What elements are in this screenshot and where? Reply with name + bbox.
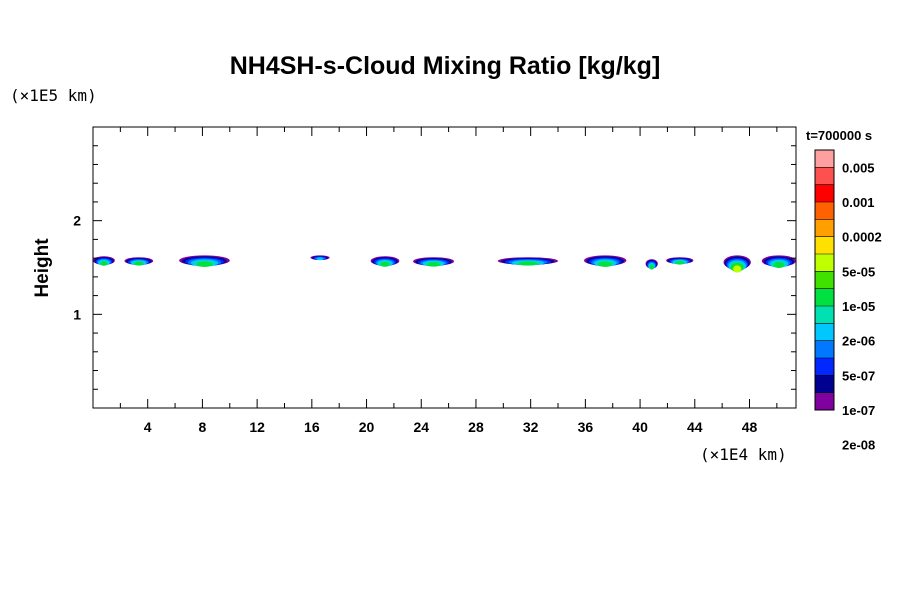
- x-tick-label: 48: [742, 419, 758, 435]
- colorbar-swatch: [815, 340, 834, 358]
- x-tick-label: 40: [632, 419, 648, 435]
- cloud-patch: [310, 255, 330, 261]
- colorbar-swatch: [815, 288, 834, 306]
- colorbar-swatch: [815, 375, 834, 393]
- colorbar-label: 1e-07: [842, 403, 875, 418]
- colorbar-swatch: [815, 202, 834, 220]
- colorbar-swatch: [815, 254, 834, 272]
- colorbar-swatch: [815, 271, 834, 289]
- contour-band: [733, 265, 742, 273]
- cloud-patch: [761, 255, 796, 268]
- cloud-patch: [370, 256, 400, 267]
- cloud-patch: [584, 255, 627, 267]
- contour-band: [649, 264, 654, 270]
- x-tick-label: 16: [304, 419, 320, 435]
- x-tick-label: 4: [144, 419, 152, 435]
- y-tick-label: 1: [73, 306, 81, 322]
- contour-band: [100, 261, 108, 266]
- colorbar-label: 5e-07: [842, 368, 875, 383]
- time-label: t=700000 s: [806, 128, 872, 143]
- colorbar: 0.005 0.001 0.0002 5e-05 1e-05 2e-06 5e-07 1e-0…: [814, 149, 882, 453]
- cloud-patch: [179, 255, 230, 267]
- chart-title: NH4SH-s-Cloud Mixing Ratio [kg/kg]: [230, 52, 661, 80]
- colorbar-swatch: [815, 150, 834, 168]
- x-tick-label: 28: [468, 419, 484, 435]
- contour-band: [427, 262, 441, 267]
- cloud-contour-layer: [93, 255, 796, 273]
- cloud-patch: [666, 257, 694, 265]
- y-tick-label: 2: [73, 213, 81, 229]
- colorbar-swatch: [815, 236, 834, 254]
- x-tick-label: 12: [249, 419, 265, 435]
- contour-band: [380, 261, 390, 267]
- contour-band: [196, 261, 213, 267]
- cloud-patch: [645, 259, 658, 270]
- cloud-patch: [413, 257, 455, 267]
- x-tick-label: 20: [359, 419, 375, 435]
- colorbar-label: 1e-05: [842, 299, 875, 314]
- x-unit-label: (×1E4 km): [700, 445, 787, 464]
- colorbar-swatch: [815, 167, 834, 185]
- plot-frame: [92, 126, 797, 409]
- plot-area-group: [93, 255, 796, 273]
- y-unit-label: (×1E5 km): [10, 86, 97, 105]
- colorbar-swatch: [815, 219, 834, 237]
- axis-ticks: [93, 127, 796, 408]
- x-tick-label: 8: [199, 419, 207, 435]
- contour-band: [675, 261, 685, 265]
- cloud-patch: [723, 255, 751, 273]
- cloud-patch: [93, 256, 115, 266]
- cloud-patch: [497, 257, 559, 266]
- colorbar-label: 5e-05: [842, 264, 875, 279]
- colorbar-label: 2e-08: [842, 438, 875, 453]
- colorbar-swatch: [815, 392, 834, 410]
- y-axis-label: Height: [32, 238, 53, 298]
- colorbar-swatch: [815, 323, 834, 341]
- colorbar-frame: [814, 149, 835, 411]
- x-tick-label: 24: [413, 419, 429, 435]
- contour-band: [518, 261, 538, 266]
- x-tick-label: 32: [523, 419, 539, 435]
- colorbar-label: 0.0002: [842, 230, 882, 245]
- x-tick-label: 44: [687, 419, 703, 435]
- colorbar-label: 0.005: [842, 160, 875, 175]
- colorbar-swatch: [815, 184, 834, 202]
- contour-band: [134, 261, 144, 266]
- colorbar-label: 2e-06: [842, 334, 875, 349]
- colorbar-label: 0.001: [842, 195, 875, 210]
- colorbar-swatch: [815, 358, 834, 376]
- cloud-patch: [124, 257, 154, 266]
- contour-band: [316, 257, 324, 261]
- contour-band: [773, 262, 785, 268]
- x-tick-label: 36: [578, 419, 594, 435]
- contour-band: [598, 261, 612, 267]
- colorbar-swatch: [815, 306, 834, 324]
